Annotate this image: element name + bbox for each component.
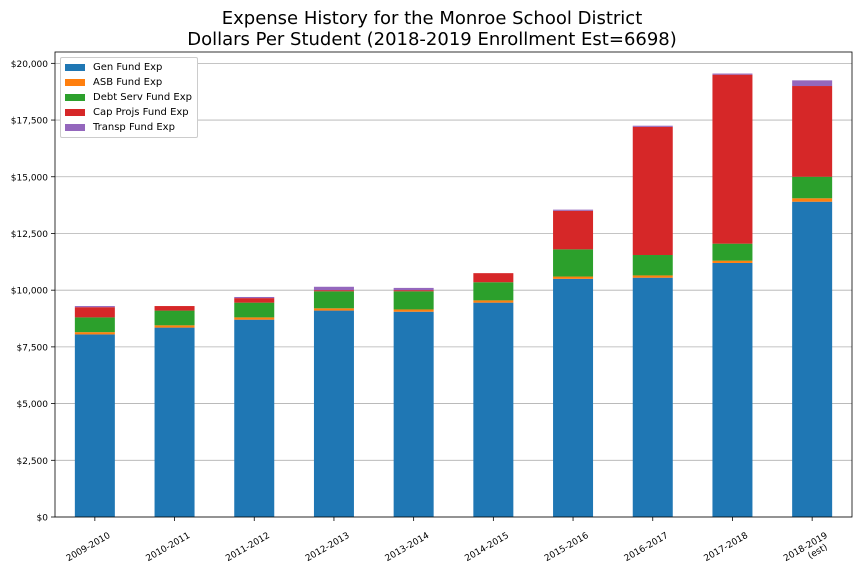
bar-segment xyxy=(393,290,434,292)
bar-segment xyxy=(712,74,753,244)
legend-label: ASB Fund Exp xyxy=(93,77,163,88)
bar-segment xyxy=(313,286,354,291)
x-tick-label: 2017-2018 xyxy=(702,531,750,564)
bar-segment xyxy=(632,125,673,127)
legend-label: Cap Projs Fund Exp xyxy=(93,107,189,118)
bar-segment xyxy=(473,300,514,303)
bar-segment xyxy=(74,317,115,333)
bar-segment xyxy=(154,327,195,517)
y-tick-label: $2,500 xyxy=(17,457,49,467)
bar-segment xyxy=(74,306,115,308)
bar-segment xyxy=(313,290,354,292)
bar-segment xyxy=(473,273,514,283)
x-tick-label: 2014-2015 xyxy=(463,531,510,564)
bar-segment xyxy=(792,201,833,517)
legend-entry: Transp Fund Exp xyxy=(65,120,192,135)
bar-segment xyxy=(632,126,673,256)
bar-segment xyxy=(234,296,275,299)
bar-segment xyxy=(553,210,594,250)
bar-segment xyxy=(632,255,673,276)
bar-segment xyxy=(473,302,514,517)
bar-segment xyxy=(234,298,275,303)
legend-swatch xyxy=(65,64,85,71)
y-tick-label: $15,000 xyxy=(11,173,48,183)
y-tick-label: $20,000 xyxy=(11,60,48,70)
x-tick-label: 2011-2012 xyxy=(224,531,271,564)
bar-segment xyxy=(74,332,115,335)
bar-segment xyxy=(553,249,594,277)
bar-segment xyxy=(712,243,753,261)
legend-swatch xyxy=(65,109,85,116)
bar-segment xyxy=(553,276,594,279)
bar-segment xyxy=(393,287,434,291)
bar-segment xyxy=(154,306,195,311)
chart-subtitle: Dollars Per Student (2018-2019 Enrollmen… xyxy=(187,29,677,50)
x-tick-label: 2015-2016 xyxy=(543,531,591,564)
bar-segment xyxy=(234,317,275,320)
bar-segment xyxy=(473,282,514,301)
bar-segment xyxy=(393,291,434,310)
bar-segment xyxy=(393,311,434,517)
bar-segment xyxy=(393,309,434,312)
legend-entry: Debt Serv Fund Exp xyxy=(65,90,192,105)
bar-segment xyxy=(154,310,195,326)
legend-entry: ASB Fund Exp xyxy=(65,75,192,90)
y-tick-label: $17,500 xyxy=(11,117,48,127)
y-tick-label: $0 xyxy=(37,514,49,524)
bar-segment xyxy=(792,176,833,199)
bar-segment xyxy=(632,277,673,517)
x-tick-label: 2009-2010 xyxy=(65,531,113,564)
bar-segment xyxy=(234,302,275,318)
bar-segment xyxy=(712,73,753,75)
legend-label: Debt Serv Fund Exp xyxy=(93,92,192,103)
bar-segment xyxy=(553,278,594,517)
chart-legend: Gen Fund Exp ASB Fund Exp Debt Serv Fund E… xyxy=(60,57,198,138)
x-tick-label: 2016-2017 xyxy=(623,531,670,564)
bar-segment xyxy=(792,86,833,177)
legend-swatch xyxy=(65,79,85,86)
y-tick-label: $5,000 xyxy=(17,400,49,410)
x-tick-label: 2018-2019(est) xyxy=(782,531,835,573)
bar-segment xyxy=(553,209,594,211)
bar-segment xyxy=(74,334,115,517)
chart-title: Expense History for the Monroe School Di… xyxy=(221,8,643,29)
x-tick-label: 2010-2011 xyxy=(145,531,192,564)
bar-segment xyxy=(632,275,673,278)
bar-segment xyxy=(792,80,833,87)
legend-entry: Cap Projs Fund Exp xyxy=(65,105,192,120)
bar-segment xyxy=(313,291,354,309)
bar-segment xyxy=(313,308,354,311)
bar-segment xyxy=(154,325,195,328)
y-tick-label: $7,500 xyxy=(17,343,49,353)
y-tick-label: $10,000 xyxy=(11,287,48,297)
x-tick-label: 2012-2013 xyxy=(304,531,351,564)
x-tick-label: 2013-2014 xyxy=(384,531,432,564)
legend-label: Transp Fund Exp xyxy=(93,122,175,133)
bar-segment xyxy=(313,310,354,517)
bar-segment xyxy=(712,262,753,517)
legend-swatch xyxy=(65,124,85,131)
legend-label: Gen Fund Exp xyxy=(93,62,163,73)
legend-entry: Gen Fund Exp xyxy=(65,60,192,75)
bar-segment xyxy=(792,198,833,202)
bar-segment xyxy=(234,319,275,517)
plot-frame xyxy=(54,51,853,518)
bar-segment xyxy=(74,307,115,318)
bar-segment xyxy=(712,260,753,263)
y-tick-label: $12,500 xyxy=(11,230,48,240)
legend-swatch xyxy=(65,94,85,101)
